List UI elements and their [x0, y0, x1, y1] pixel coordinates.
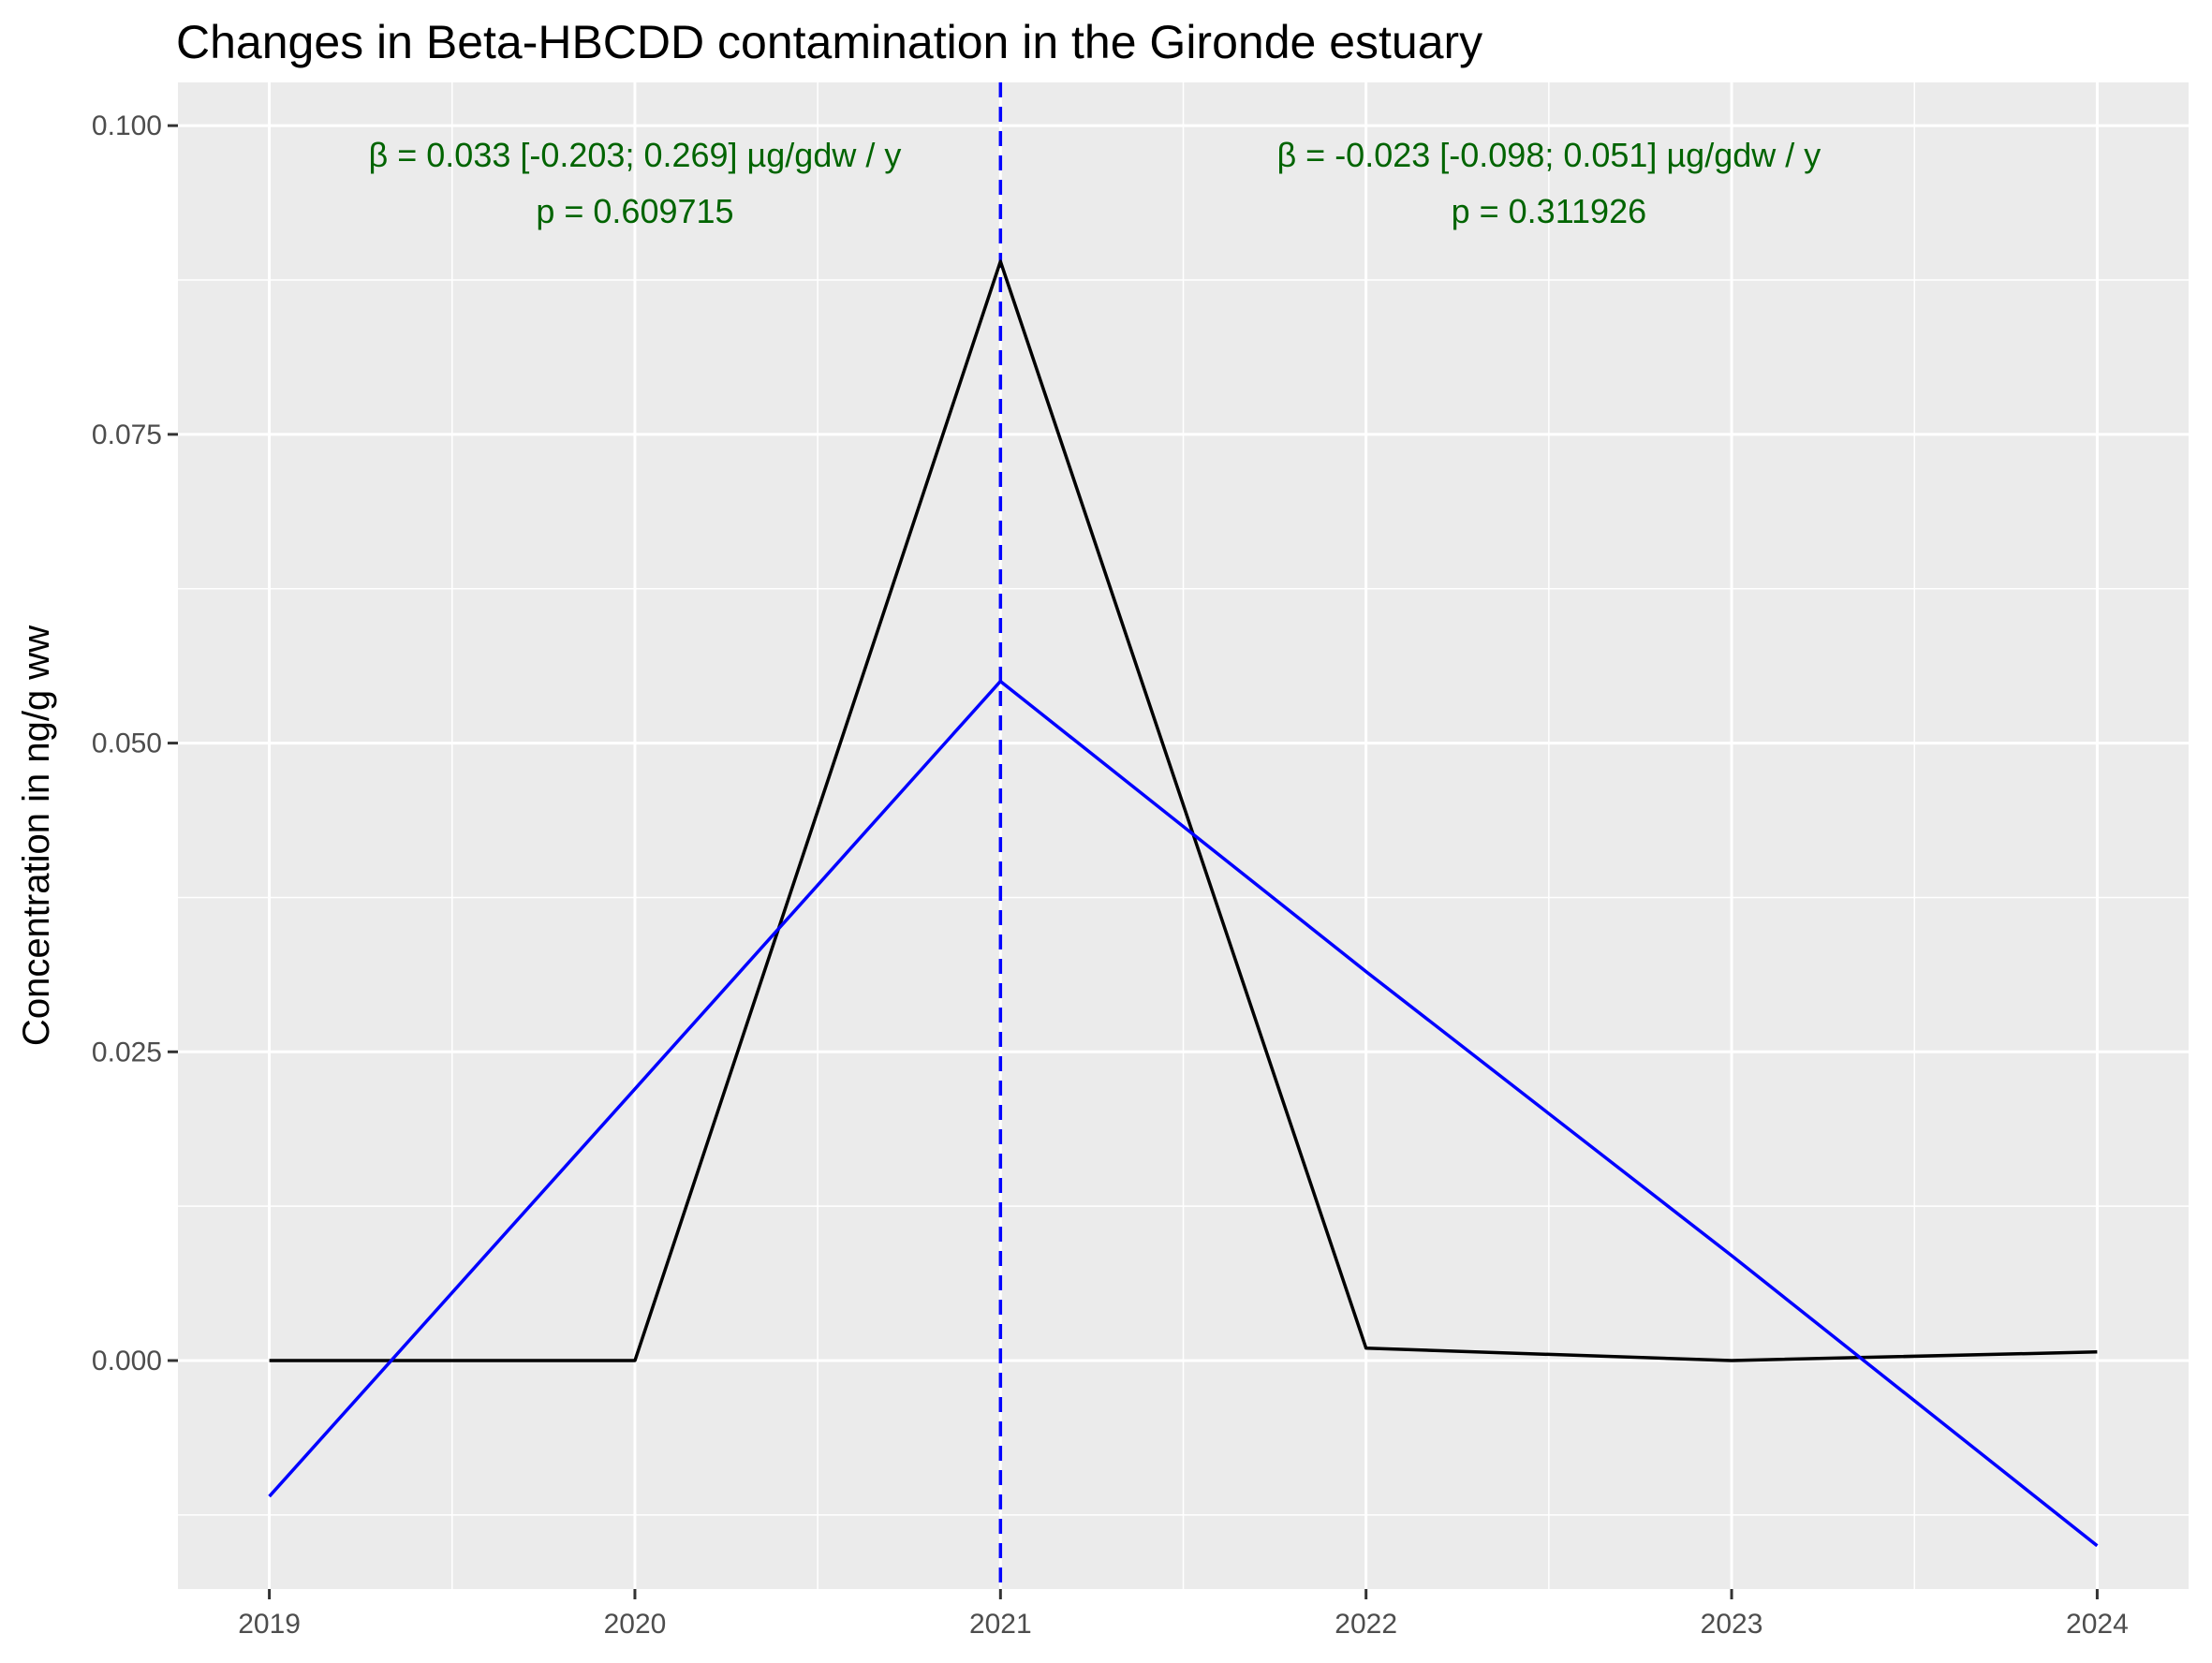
y-tick-label: 0.025	[92, 1037, 162, 1067]
x-tick-label: 2023	[1701, 1609, 1763, 1640]
gridlines	[178, 82, 2189, 1589]
annotation-beta: β = 0.033 [-0.203; 0.269] µg/gdw / y	[369, 136, 902, 174]
chart-title: Changes in Beta-HBCDD contamination in t…	[176, 16, 1482, 68]
y-tick-label: 0.000	[92, 1346, 162, 1376]
axes: 0.000 0.025 0.050 0.075 0.100 2019 2020 2021 202…	[92, 110, 2129, 1640]
x-tick-label: 2022	[1335, 1609, 1397, 1640]
annotation-p-value: p = 0.609715	[536, 192, 733, 230]
y-tick-label: 0.075	[92, 419, 162, 450]
x-tick-label: 2019	[238, 1609, 301, 1640]
annotations: β = 0.033 [-0.203; 0.269] µg/gdw / y p = …	[369, 136, 1821, 230]
y-tick-label: 0.100	[92, 110, 162, 141]
annotation-beta: β = -0.023 [-0.098; 0.051] µg/gdw / y	[1276, 136, 1821, 174]
x-tick-label: 2021	[969, 1609, 1032, 1640]
x-tick-label: 2024	[2066, 1609, 2129, 1640]
data-marks	[268, 82, 2099, 1589]
y-tick-label: 0.050	[92, 728, 162, 759]
annotation-p-value: p = 0.311926	[1452, 192, 1647, 230]
y-axis-title: Concentration in ng/g ww	[16, 625, 57, 1046]
x-tick-label: 2020	[604, 1609, 667, 1640]
fit-series-line	[268, 679, 2099, 1548]
observed-series-line	[269, 259, 2098, 1362]
